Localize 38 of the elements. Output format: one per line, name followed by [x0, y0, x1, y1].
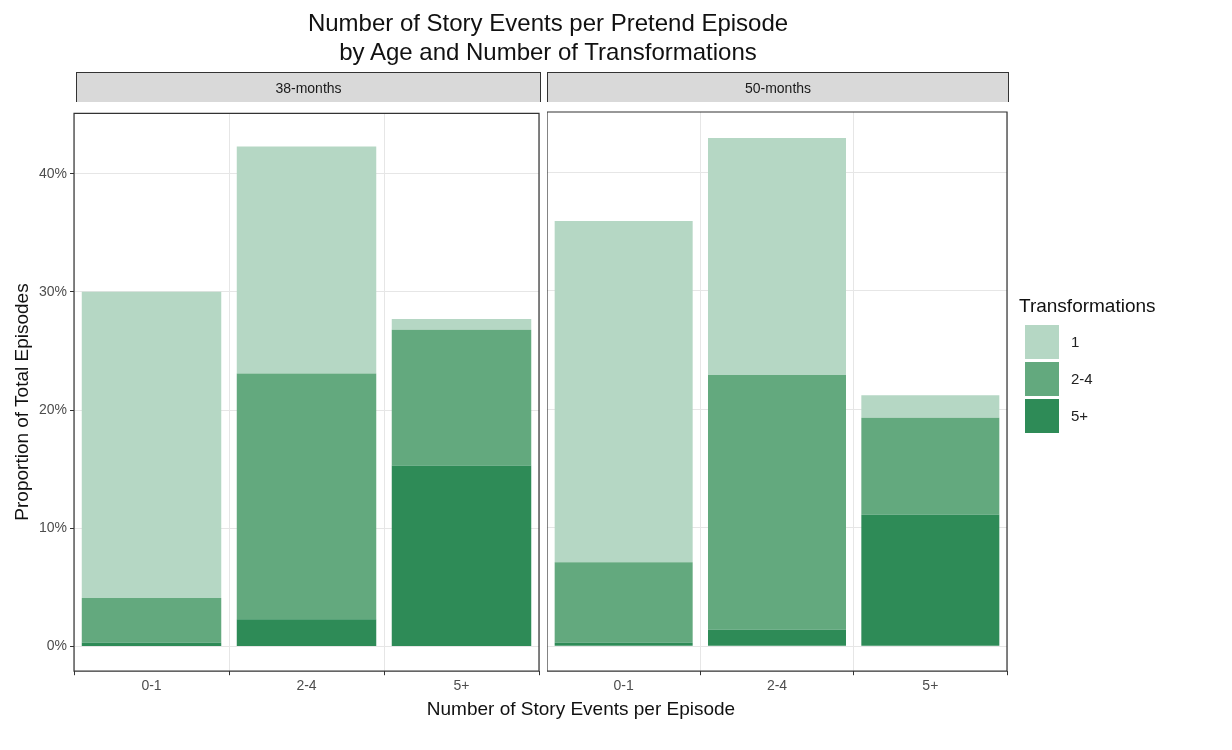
- x-tick-label: 2-4: [766, 677, 788, 694]
- y-tick-label: 20%: [38, 400, 68, 417]
- bar: [861, 417, 1000, 515]
- chart-subtitle: 50-months: [547, 72, 1009, 102]
- legend-label: 1: [1071, 333, 1080, 350]
- legend-title: Transformations: [1019, 294, 1156, 317]
- bar: [236, 146, 377, 374]
- bar: [81, 597, 222, 643]
- chart-subtitle: 38-months: [76, 72, 541, 102]
- x-axis-title: Number of Story Events per Episode: [425, 698, 737, 720]
- bar: [554, 221, 693, 563]
- bar: [861, 514, 1000, 646]
- bar: [708, 138, 846, 376]
- bar: [861, 395, 1000, 418]
- bar: [554, 562, 693, 643]
- bar: [81, 291, 222, 598]
- bar: [391, 319, 532, 330]
- y-tick-label: 0%: [46, 637, 68, 654]
- x-tick-label: 0-1: [613, 677, 634, 694]
- x-tick-label: 5+: [453, 677, 470, 694]
- chart-title: Number of Story Events per Pretend Episode by Age and Number of Transformations: [306, 8, 790, 66]
- bar: [236, 619, 377, 646]
- bar: [708, 375, 846, 630]
- bar: [391, 329, 532, 466]
- bar: [236, 373, 377, 620]
- x-tick-label: 5+: [922, 677, 939, 694]
- legend-label: 2-4: [1071, 370, 1093, 387]
- x-tick-label: 0-1: [141, 677, 162, 694]
- legend-label: 5+: [1071, 407, 1089, 424]
- y-axis-title: Proportion of Total Episodes: [11, 283, 33, 521]
- bar: [391, 465, 532, 646]
- x-tick-label: 2-4: [296, 677, 317, 694]
- bar: [554, 642, 693, 646]
- y-tick-label: 40%: [38, 164, 68, 181]
- y-tick-label: 10%: [38, 519, 68, 536]
- bar: [81, 642, 222, 646]
- y-tick-label: 30%: [38, 282, 68, 299]
- bar: [708, 629, 846, 646]
